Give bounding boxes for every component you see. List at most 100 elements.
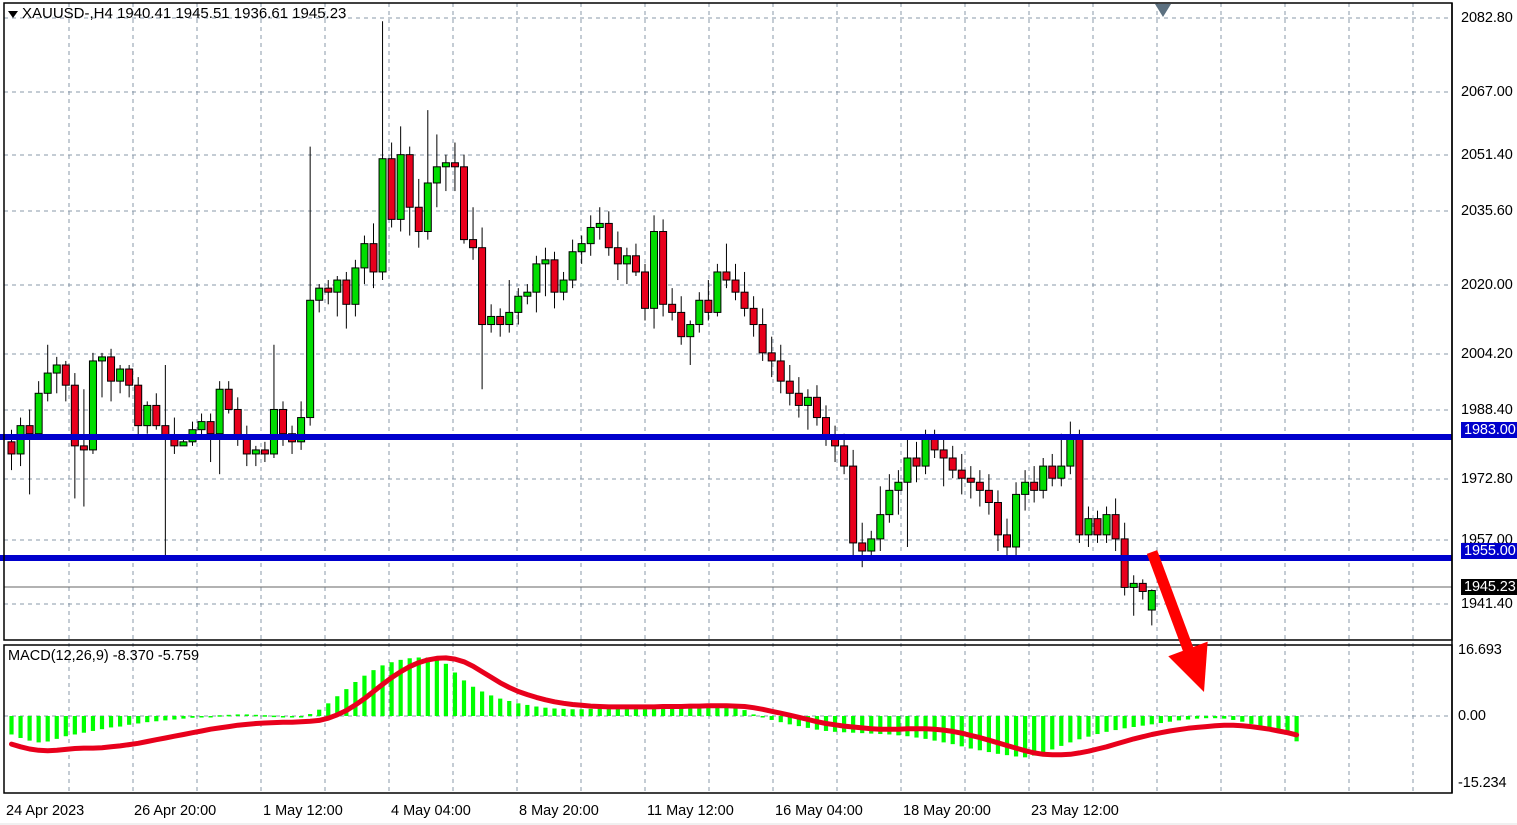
macd-histogram-bar — [380, 665, 385, 716]
macd-histogram-bar — [724, 706, 729, 716]
macd-histogram-bar — [697, 706, 702, 716]
macd-histogram-bar — [606, 708, 611, 716]
macd-histogram-bar — [1294, 716, 1299, 742]
candle-body — [641, 271, 649, 309]
macd-histogram-bar — [633, 707, 639, 716]
candlestick-series[interactable] — [7, 21, 1156, 626]
candle-body — [948, 457, 957, 471]
macd-axis-tick-label: 0.00 — [1458, 708, 1486, 724]
triangle-down-icon[interactable] — [8, 11, 18, 18]
candle-body — [478, 247, 487, 326]
candle-body — [450, 162, 459, 168]
macd-histogram-bar — [217, 715, 222, 717]
macd-histogram-bar — [507, 700, 512, 716]
candle-body — [849, 465, 858, 544]
macd-histogram-bar — [1032, 716, 1037, 756]
macd-histogram-bar — [18, 716, 23, 738]
macd-histogram-bar — [326, 703, 331, 716]
macd-histogram-bar — [271, 715, 277, 718]
macd-histogram-bar — [1131, 716, 1136, 727]
macd-histogram-bar — [90, 716, 96, 731]
candle-body — [432, 166, 441, 184]
macd-histogram-bar — [1204, 716, 1209, 719]
macd-histogram-bar — [127, 716, 132, 725]
candle-body — [650, 231, 659, 309]
macd-histogram-bar — [1041, 716, 1046, 753]
macd-histogram-bar — [534, 706, 539, 716]
down-arrow-annotation[interactable] — [1146, 550, 1208, 692]
macd-histogram-bar — [1167, 716, 1172, 722]
candle-body — [1057, 465, 1066, 479]
candle-body — [224, 388, 233, 410]
candle-body — [631, 255, 640, 273]
macd-histogram-bar — [1104, 716, 1109, 732]
macd-histogram-bar — [1013, 716, 1019, 757]
macd-histogram-bar — [172, 716, 177, 720]
candle-body — [767, 352, 776, 362]
macd-histogram-bar — [145, 716, 150, 723]
candle-body — [794, 392, 803, 406]
candle-body — [34, 392, 43, 435]
macd-histogram-bar — [118, 716, 123, 727]
macd-histogram-bar — [706, 706, 711, 716]
macd-histogram-bar — [1149, 716, 1154, 725]
price-axis-tick-label: 2082.80 — [1461, 10, 1513, 26]
macd-histogram-bar — [1059, 716, 1064, 746]
macd-histogram-bar — [226, 714, 231, 717]
candle-body — [1120, 538, 1129, 588]
macd-histogram-bar — [1086, 716, 1091, 737]
macd-histogram-bar — [968, 716, 973, 749]
candle-body — [143, 404, 152, 427]
candle-body — [1138, 582, 1147, 592]
macd-histogram-bar — [416, 657, 421, 716]
macd-histogram-bar — [407, 658, 412, 716]
candle-body — [668, 303, 677, 313]
candle-body — [722, 271, 731, 281]
candle-body — [260, 449, 269, 455]
candle-body — [559, 279, 568, 293]
candle-body — [713, 271, 722, 313]
price-axis-highlight-label: 1955.00 — [1461, 543, 1517, 559]
macd-histogram-bar — [289, 716, 295, 718]
macd-histogram-bar — [1158, 716, 1163, 724]
macd-histogram-bar — [498, 698, 503, 716]
macd-histogram-bar — [977, 716, 982, 751]
candle-body — [586, 226, 595, 245]
macd-histogram-bar — [480, 691, 485, 716]
macd-histogram-bar — [670, 706, 675, 716]
macd-histogram-bar — [851, 716, 856, 733]
candle-body — [469, 239, 478, 249]
macd-histogram-bar — [335, 696, 340, 716]
candle-body — [98, 356, 106, 362]
candle-body — [939, 449, 948, 459]
candle-body — [532, 263, 541, 293]
macd-histogram-bar — [615, 708, 620, 716]
macd-histogram-bar — [778, 716, 783, 723]
candle-body — [134, 384, 143, 427]
price-axis-tick-label: 2051.40 — [1461, 147, 1513, 163]
candle-body — [541, 259, 550, 265]
macd-histogram-bar — [1249, 716, 1254, 724]
macd-histogram-bar — [190, 716, 195, 718]
macd-histogram-bar — [887, 716, 892, 735]
candle-body — [297, 417, 306, 443]
macd-histogram-bar — [561, 708, 566, 716]
candle-body — [704, 299, 713, 313]
candle-body — [677, 311, 686, 338]
macd-histogram-bar — [543, 707, 548, 716]
macd-histogram-bar — [796, 716, 801, 727]
macd-histogram-bar — [570, 709, 575, 716]
macd-histogram-bar — [27, 716, 32, 741]
candle-body — [1003, 534, 1011, 548]
candle-body — [360, 243, 369, 269]
macd-histogram-bar — [715, 706, 720, 716]
price-axis-highlight-label: 1945.23 — [1461, 579, 1517, 595]
macd-histogram-bar — [1267, 716, 1272, 730]
candle-body — [441, 162, 450, 168]
candle-body — [324, 287, 333, 293]
macd-histogram-bar — [525, 704, 530, 716]
time-axis-tick-label: 23 May 12:00 — [1031, 803, 1119, 819]
